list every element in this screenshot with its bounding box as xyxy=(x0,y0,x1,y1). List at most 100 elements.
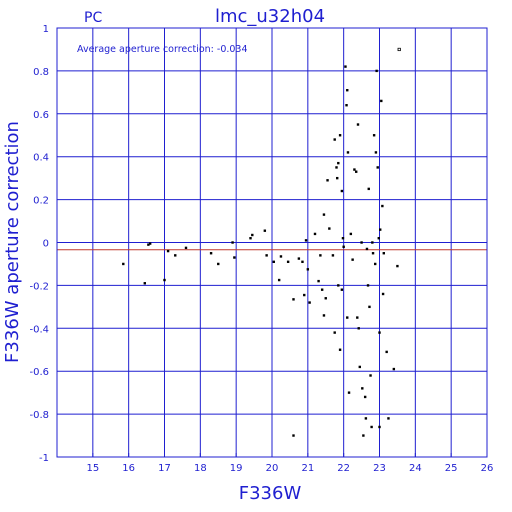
data-point xyxy=(251,233,254,237)
data-point xyxy=(370,425,373,429)
data-point xyxy=(364,417,368,420)
x-tick-label: 21 xyxy=(301,463,314,474)
x-tick-label: 20 xyxy=(266,463,279,474)
data-point xyxy=(382,252,385,255)
data-point xyxy=(356,316,359,319)
data-point xyxy=(349,232,353,236)
data-point xyxy=(385,350,388,354)
y-tick-label: 0.6 xyxy=(33,110,49,121)
data-point xyxy=(148,242,152,245)
x-tick-label: 24 xyxy=(409,463,422,474)
data-point xyxy=(272,260,275,264)
data-point xyxy=(345,104,348,107)
data-point xyxy=(143,282,146,285)
data-point xyxy=(277,278,281,282)
data-point xyxy=(371,252,375,255)
y-axis-ticks: -1 -0.8 -0.6 -0.4 -0.2 0 0.2 0.4 0.6 0.8 1 xyxy=(29,24,49,464)
data-point xyxy=(306,268,310,271)
data-point xyxy=(338,134,342,137)
data-point xyxy=(317,279,320,283)
data-point xyxy=(376,166,379,169)
data-point xyxy=(297,257,301,260)
data-point xyxy=(396,264,399,268)
data-points xyxy=(122,47,401,437)
data-point xyxy=(387,417,390,420)
data-point xyxy=(353,168,356,171)
data-point xyxy=(324,297,327,300)
data-point xyxy=(231,241,234,244)
data-point xyxy=(351,258,354,261)
x-tick-label: 26 xyxy=(481,463,494,474)
data-point xyxy=(344,65,347,68)
data-point xyxy=(122,262,125,266)
data-point xyxy=(333,331,336,334)
data-point xyxy=(371,241,374,244)
data-point xyxy=(356,123,360,126)
data-point xyxy=(355,170,358,173)
y-tick-label: -1 xyxy=(39,453,49,464)
y-tick-label: -0.8 xyxy=(29,410,49,421)
data-point xyxy=(322,314,326,317)
data-point xyxy=(337,161,340,165)
data-point xyxy=(301,260,304,264)
data-point xyxy=(375,69,378,73)
data-point xyxy=(319,254,322,257)
data-point xyxy=(377,237,380,240)
y-tick-label: 1 xyxy=(43,24,49,35)
data-point xyxy=(363,395,367,399)
data-point xyxy=(174,254,177,257)
data-point xyxy=(381,292,385,296)
data-point xyxy=(366,284,370,287)
data-point xyxy=(342,245,345,248)
data-point xyxy=(308,301,311,304)
data-point xyxy=(346,151,350,154)
data-point xyxy=(326,179,329,182)
data-point xyxy=(313,232,317,236)
data-point xyxy=(340,288,344,291)
data-point xyxy=(378,425,381,429)
data-point xyxy=(341,237,345,240)
data-point xyxy=(362,434,365,437)
data-point xyxy=(392,367,396,371)
data-point xyxy=(397,47,401,52)
data-point xyxy=(365,247,369,251)
data-point xyxy=(292,298,295,301)
y-axis-label: F336W aperture correction xyxy=(2,121,23,363)
x-axis-ticks: 15 16 17 18 19 20 21 22 23 24 25 26 xyxy=(86,453,493,474)
y-tick-label: 0.2 xyxy=(33,196,49,207)
data-point xyxy=(184,246,188,250)
x-tick-label: 19 xyxy=(230,463,243,474)
average-correction-annotation: Average aperture correction: -0.034 xyxy=(77,44,248,55)
data-point xyxy=(358,365,361,369)
data-point xyxy=(346,316,349,319)
chart-corner-label: PC xyxy=(84,10,102,26)
data-point xyxy=(372,134,376,137)
x-tick-label: 16 xyxy=(122,463,135,474)
data-point xyxy=(381,204,384,208)
y-tick-label: -0.6 xyxy=(29,367,49,378)
data-point xyxy=(303,293,306,297)
data-point xyxy=(263,229,267,232)
data-point xyxy=(292,434,295,437)
data-point xyxy=(279,255,283,258)
data-point xyxy=(337,284,340,287)
x-tick-label: 23 xyxy=(373,463,386,474)
data-point xyxy=(374,262,377,266)
data-point xyxy=(217,262,220,266)
data-point xyxy=(286,260,290,264)
data-point xyxy=(163,278,166,282)
data-point xyxy=(340,189,344,193)
data-point xyxy=(360,241,363,244)
data-point xyxy=(346,89,349,92)
data-point xyxy=(378,331,381,334)
y-tick-label: 0 xyxy=(43,239,49,250)
data-point xyxy=(347,391,351,394)
y-tick-label: -0.4 xyxy=(29,324,49,335)
data-point xyxy=(331,254,335,257)
x-tick-label: 25 xyxy=(445,463,458,474)
data-point xyxy=(361,387,364,390)
y-tick-label: -0.2 xyxy=(29,281,49,292)
x-tick-label: 17 xyxy=(158,463,171,474)
data-point xyxy=(304,239,308,242)
